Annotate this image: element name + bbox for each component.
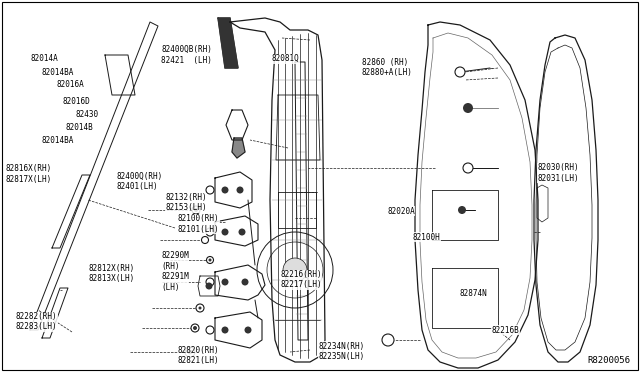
Circle shape [221,228,228,235]
Circle shape [283,258,307,282]
Text: 82234N(RH)
82235N(LH): 82234N(RH) 82235N(LH) [319,342,365,361]
Circle shape [221,327,228,334]
Circle shape [382,334,394,346]
Text: 82016D: 82016D [63,97,90,106]
Circle shape [194,208,198,212]
Polygon shape [218,18,238,68]
Circle shape [244,327,252,334]
Polygon shape [232,138,245,158]
Text: 82100H: 82100H [413,233,440,242]
Text: 82132(RH)
82153(LH): 82132(RH) 82153(LH) [165,193,207,212]
Circle shape [196,304,204,312]
Text: 82216(RH)
82217(LH): 82216(RH) 82217(LH) [280,270,322,289]
Text: 82400QB(RH)
82421  (LH): 82400QB(RH) 82421 (LH) [161,45,212,65]
Circle shape [202,237,209,244]
Circle shape [463,103,473,113]
Circle shape [221,186,228,193]
Circle shape [206,186,214,194]
Text: 82014BA: 82014BA [42,136,74,145]
Circle shape [188,350,193,355]
Text: 82216B: 82216B [492,326,519,335]
Circle shape [198,307,202,310]
Circle shape [221,279,228,285]
Text: 82014BA: 82014BA [42,68,74,77]
Circle shape [239,228,246,235]
Text: 82860 (RH)
82880+A(LH): 82860 (RH) 82880+A(LH) [362,58,412,77]
Text: 82290M
(RH)
82291M
(LH): 82290M (RH) 82291M (LH) [161,251,189,292]
Circle shape [205,282,212,289]
Circle shape [206,228,214,236]
Text: 82014A: 82014A [31,54,58,63]
Circle shape [241,279,248,285]
Text: 82282(RH)
82283(LH): 82282(RH) 82283(LH) [16,312,58,331]
Text: 82016A: 82016A [56,80,84,89]
Circle shape [207,257,214,263]
Circle shape [193,326,197,330]
Circle shape [237,186,243,193]
Circle shape [191,324,199,332]
Circle shape [192,206,200,214]
Text: 82020A: 82020A [387,207,415,216]
Text: 82816X(RH)
82817X(LH): 82816X(RH) 82817X(LH) [5,164,51,184]
Circle shape [209,259,211,262]
Text: 82874N: 82874N [460,289,487,298]
Circle shape [463,163,473,173]
Text: R8200056: R8200056 [587,356,630,365]
Text: 82430: 82430 [76,110,99,119]
Text: 82030(RH)
82031(LH): 82030(RH) 82031(LH) [538,163,579,183]
Circle shape [206,278,214,286]
Text: 82081Q: 82081Q [272,54,300,63]
Circle shape [455,67,465,77]
Text: 82014B: 82014B [65,123,93,132]
Text: 82100(RH)
82101(LH): 82100(RH) 82101(LH) [178,214,220,234]
Text: 82812X(RH)
82813X(LH): 82812X(RH) 82813X(LH) [88,264,134,283]
Text: 82400Q(RH)
82401(LH): 82400Q(RH) 82401(LH) [116,172,163,191]
Circle shape [206,326,214,334]
Circle shape [458,206,466,214]
Text: 82820(RH)
82821(LH): 82820(RH) 82821(LH) [178,346,220,365]
